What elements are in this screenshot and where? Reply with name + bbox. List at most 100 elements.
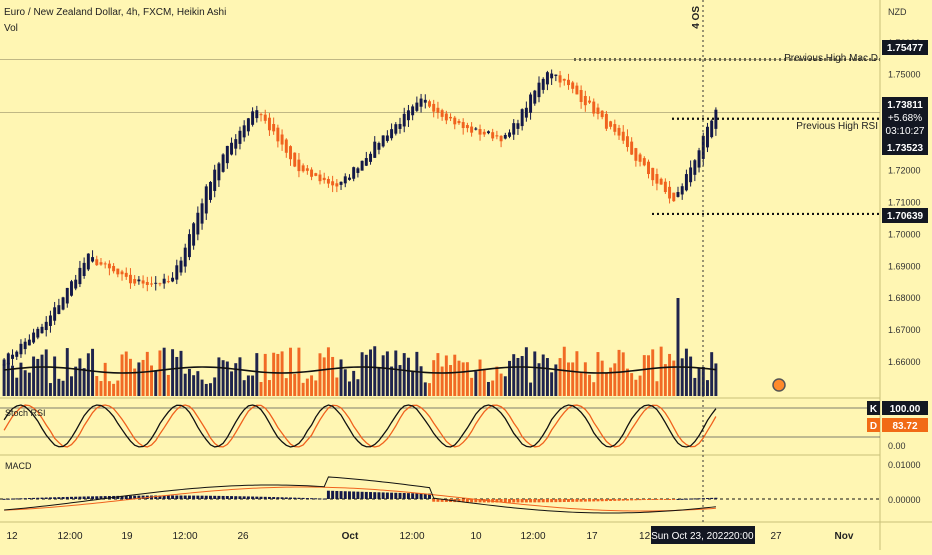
macd-histogram-bar [533, 499, 537, 503]
candle-body [465, 125, 469, 129]
candle-body [293, 152, 297, 167]
candle-body [524, 107, 528, 118]
volume-bar [453, 354, 457, 396]
macd-histogram-bar [263, 496, 267, 499]
price-axis-tick: 1.68000 [888, 293, 921, 303]
macd-histogram-bar [512, 499, 516, 503]
macd-histogram-bar [499, 499, 503, 503]
macd-histogram-bar [322, 498, 326, 500]
open-price-value: 1.73523 [887, 143, 924, 154]
macd-histogram-bar [116, 495, 120, 499]
macd-histogram-bar [187, 495, 191, 499]
candle-body [461, 122, 465, 129]
macd-histogram-bar [289, 497, 292, 499]
candle-body [596, 107, 600, 114]
macd-histogram-bar [470, 499, 474, 503]
candle-body [562, 78, 566, 81]
macd-histogram-bar [558, 499, 562, 503]
volume-bar [305, 378, 309, 396]
volume-bar [474, 371, 478, 396]
volume-bar [61, 380, 65, 396]
candle-body [27, 339, 31, 346]
candle-body [36, 328, 40, 338]
price-axis-tick: 1.66000 [888, 357, 921, 367]
candle-body [697, 150, 701, 168]
macd-histogram-bar [406, 493, 410, 499]
candle-body [394, 124, 398, 134]
candle-body [714, 109, 718, 129]
volume-bar [428, 383, 431, 396]
macd-line [4, 476, 716, 514]
volume-bar [676, 298, 680, 396]
macd-histogram-bar [238, 496, 242, 499]
volume-bar [567, 362, 570, 396]
candle-body [613, 124, 617, 132]
volume-bar [112, 383, 116, 396]
volume-bar [444, 355, 448, 396]
macd-histogram-bar [27, 498, 31, 500]
time-axis[interactable]: 12 12:00 19 12:00 26 Oct 12:00 10 12:00 17 12: 27 No… [6, 531, 853, 542]
volume-bar [166, 374, 170, 396]
macd-histogram-bar [575, 499, 579, 502]
stoch-k-value: 100.00 [890, 404, 921, 415]
volume-bar [32, 356, 36, 396]
time-axis-label: 19 [121, 531, 133, 542]
macd-histogram-bar [209, 495, 212, 499]
volume-bar [705, 380, 709, 396]
candle-body [196, 212, 200, 235]
volume-bar [103, 362, 107, 396]
macd-histogram-bar [133, 495, 137, 499]
macd-histogram-bar [65, 496, 69, 499]
macd-histogram-bar [162, 495, 166, 499]
candle-body [289, 146, 292, 160]
candle-body [398, 123, 402, 129]
candle-body [432, 103, 436, 112]
volume-bar [470, 377, 474, 396]
tradingview-logo-icon[interactable] [772, 378, 786, 392]
candle-body [310, 169, 314, 177]
candle-body [15, 351, 19, 357]
macd-histogram-bar [398, 492, 402, 499]
macd-histogram-bar [567, 499, 570, 502]
candle-body [621, 131, 625, 141]
macd-histogram-bar [402, 493, 406, 499]
candle-body [209, 181, 212, 200]
volume-bar [625, 368, 629, 396]
macd-histogram-bar [53, 497, 57, 499]
volume-bar [234, 363, 238, 396]
macd-histogram-bar [204, 495, 208, 499]
volume-bar [225, 361, 229, 396]
candle-body [503, 134, 507, 139]
macd-histogram-bar [78, 496, 82, 499]
candle-body [255, 110, 259, 119]
candle-body [705, 126, 709, 148]
volume-bar [36, 358, 40, 396]
candle-body [238, 130, 242, 144]
volume-bar [550, 372, 554, 396]
macd-histogram-bar [621, 499, 625, 501]
macd-histogram-bar [592, 499, 596, 502]
volume-bar [255, 353, 259, 396]
volume-bar [65, 348, 69, 396]
candle-body [74, 279, 78, 289]
volume-bar [419, 366, 423, 396]
candle-body [305, 168, 309, 171]
volume-bar [558, 358, 562, 396]
candle-body [331, 181, 335, 186]
volume-ma-line [4, 366, 716, 374]
candle-body [242, 125, 246, 138]
macd-histogram-bar [326, 490, 330, 499]
candle-body [335, 183, 339, 187]
volume-bar [19, 362, 23, 396]
macd-histogram-bar [428, 493, 431, 499]
volume-bar [613, 363, 617, 396]
macd-histogram-bar [347, 491, 351, 499]
volume-bar [145, 351, 149, 396]
volume-bar [672, 360, 676, 396]
volume-bar [209, 383, 212, 396]
volume-bar [293, 374, 297, 396]
volume-bar [364, 354, 368, 396]
chart-title: Euro / New Zealand Dollar, 4h, FXCM, Hei… [4, 7, 226, 18]
